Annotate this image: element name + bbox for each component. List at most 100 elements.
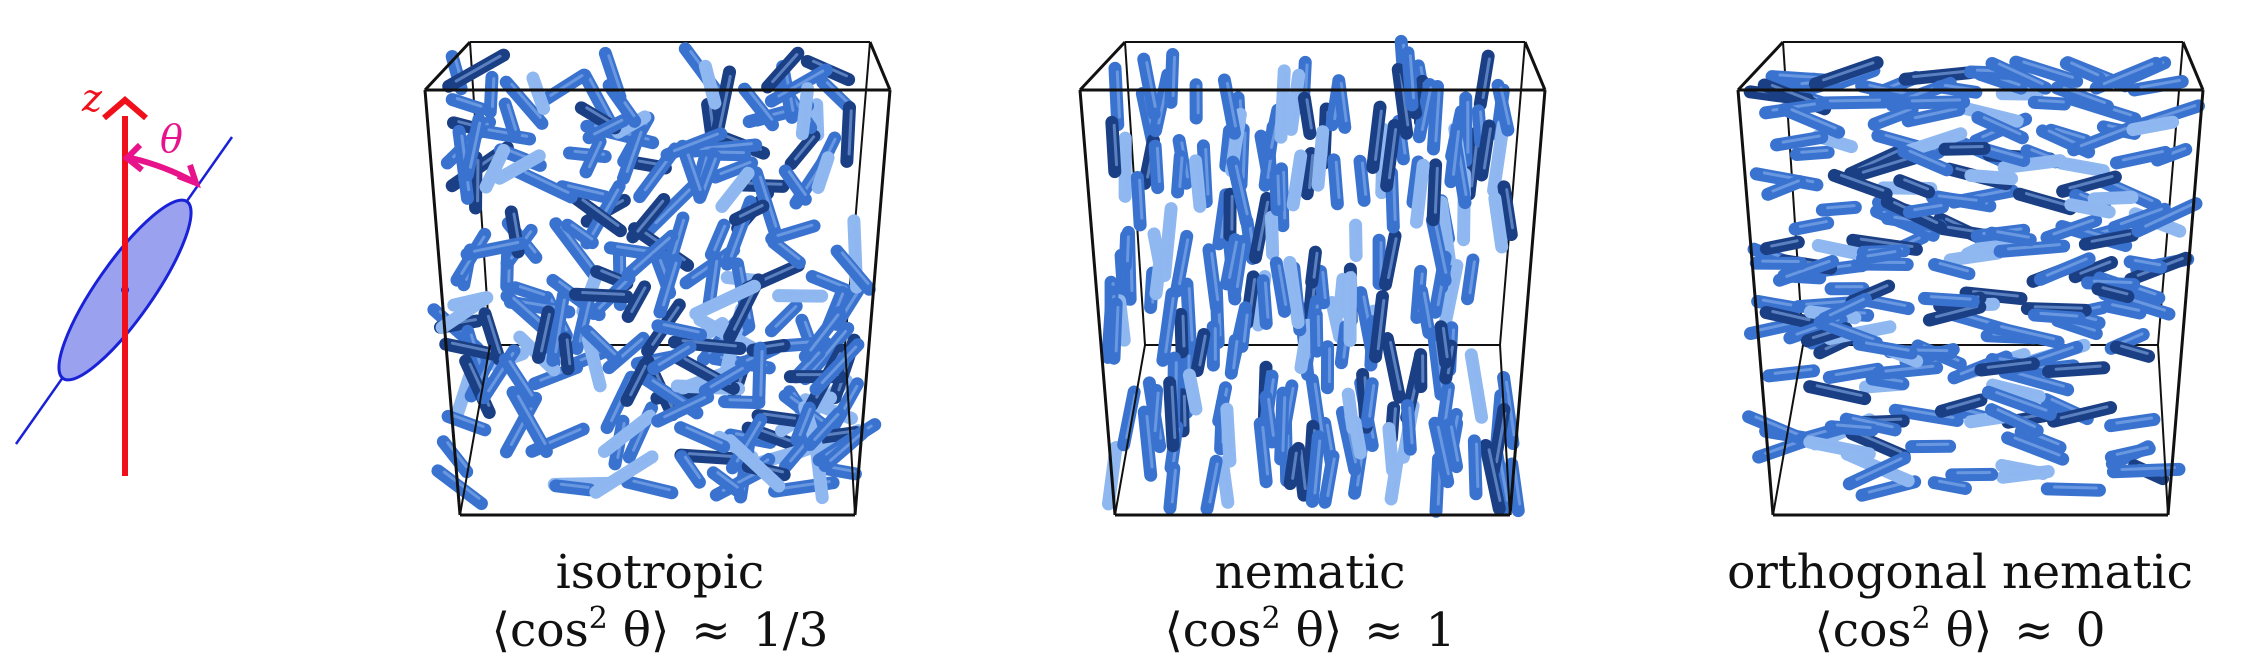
rod-highlight: [776, 241, 801, 261]
rod-highlight: [1170, 385, 1177, 439]
rod: [546, 288, 570, 367]
rod-highlight: [1878, 107, 1912, 123]
rod: [1488, 191, 1509, 254]
rod-highlight: [1754, 415, 1800, 437]
rod: [1190, 328, 1211, 377]
rod: [1428, 416, 1455, 489]
rod-highlight: [457, 295, 485, 304]
rod-highlight: [1770, 239, 1799, 248]
phase-panels: [423, 34, 2205, 518]
rod-highlight: [607, 54, 622, 93]
rod: [1170, 229, 1194, 298]
rod: [1259, 390, 1279, 449]
rod: [1803, 435, 1876, 461]
box-edge-back-right: [1499, 41, 1526, 346]
rod: [1274, 386, 1290, 466]
rod: [840, 101, 856, 168]
rod: [1803, 380, 1872, 406]
rod: [1897, 95, 1971, 110]
rod: [1442, 418, 1464, 474]
rod-highlight: [820, 345, 858, 385]
rods: [427, 42, 882, 511]
rod: [2001, 431, 2070, 466]
rod-highlight: [560, 225, 595, 271]
rod-highlight: [1781, 134, 1821, 144]
rod: [1475, 119, 1496, 182]
rod: [1444, 121, 1464, 189]
rod-highlight: [1434, 89, 1441, 143]
rod-highlight: [1512, 465, 1522, 506]
rod-highlight: [2068, 174, 2114, 190]
rod: [580, 324, 622, 366]
rod: [441, 409, 492, 437]
rod: [1349, 218, 1363, 262]
rod-highlight: [1386, 237, 1398, 280]
rod: [2126, 115, 2180, 137]
rod-highlight: [1138, 178, 1144, 220]
rod: [569, 287, 634, 304]
angle-arrowhead-right: [176, 164, 201, 189]
rod-highlight: [1376, 298, 1386, 351]
rod: [555, 180, 612, 204]
rod-highlight: [1822, 61, 1875, 82]
rod: [675, 450, 706, 489]
rod-highlight: [2115, 416, 2154, 425]
rod-highlight: [508, 360, 534, 397]
box-edge-front-right: [2166, 89, 2205, 516]
rod: [1219, 124, 1236, 173]
rod-highlight: [672, 132, 719, 153]
rod-highlight: [625, 130, 643, 173]
rod-highlight: [1272, 217, 1277, 250]
rod: [1235, 307, 1252, 354]
rod-highlight: [1997, 62, 2044, 86]
rod: [620, 475, 679, 500]
rod-highlight: [798, 351, 821, 374]
rod-highlight: [1312, 251, 1319, 279]
rod: [1369, 289, 1389, 364]
rod: [1146, 383, 1164, 444]
rod: [1888, 403, 1964, 428]
rod-highlight: [1451, 129, 1460, 176]
rod: [1790, 145, 1835, 161]
rod-highlight: [1235, 243, 1246, 289]
rod-highlight: [1434, 222, 1448, 274]
rod: [1269, 256, 1291, 318]
rod: [1314, 264, 1331, 310]
rod: [1925, 190, 1986, 210]
rod: [2087, 190, 2139, 206]
rod-highlight: [2070, 61, 2100, 77]
rod-highlight: [2045, 257, 2088, 277]
rod-highlight: [1884, 364, 1935, 373]
rod-highlight: [1302, 325, 1311, 363]
box-edge-top-left: [423, 40, 472, 92]
rod: [1348, 415, 1367, 460]
rod: [2027, 95, 2071, 111]
rod: [1491, 78, 1515, 137]
rod-highlight: [713, 224, 727, 252]
rod-highlight: [2115, 446, 2149, 456]
rod: [2104, 412, 2161, 433]
rod-highlight: [1436, 425, 1450, 476]
rod-highlight: [2144, 202, 2194, 228]
rod: [1182, 368, 1203, 416]
rod-highlight: [1263, 281, 1270, 319]
box-edge-front-left: [1078, 89, 1117, 516]
rod-highlight: [472, 240, 520, 253]
rod-highlight: [1834, 366, 1877, 377]
rod: [1224, 333, 1242, 380]
rod: [1460, 253, 1480, 306]
rod-highlight: [1910, 98, 1962, 103]
rod: [1294, 318, 1315, 375]
rod-highlight: [2024, 192, 2069, 207]
rod: [1893, 174, 1936, 199]
rod-highlight: [1826, 320, 1875, 341]
rod-highlight: [506, 103, 518, 131]
rod-highlight: [2039, 311, 2079, 318]
rod-highlight: [1282, 171, 1287, 220]
rod: [445, 93, 489, 116]
rod-highlight: [1996, 408, 2037, 428]
rod-highlight: [1355, 421, 1364, 450]
box-edge-top-left: [1736, 40, 1785, 92]
rod-highlight: [1277, 264, 1288, 307]
